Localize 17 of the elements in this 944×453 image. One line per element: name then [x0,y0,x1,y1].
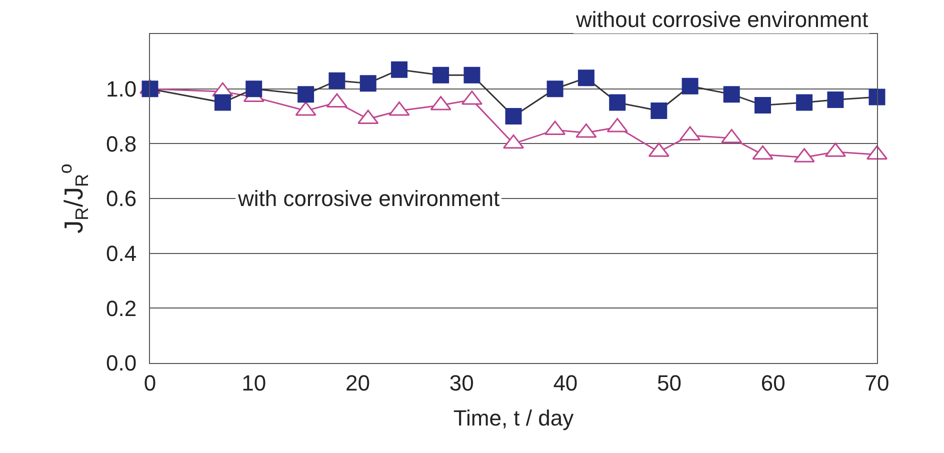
y-tick-label: 0.4 [106,241,137,266]
x-tick-label: 40 [553,370,578,396]
x-tick-label: 20 [345,370,370,396]
y-tick-label: 0.0 [106,350,137,376]
y-tick-label: 0.8 [106,131,137,156]
x-tick-label: 50 [657,370,682,396]
x-tick-label: 60 [760,370,786,396]
x-tick-label: 30 [449,370,474,396]
y-tick-label: 0.6 [106,186,137,212]
series-label: without corrosive environment [575,7,868,32]
x-axis-title: Time, t / day [453,405,574,430]
x-tick-label: 10 [242,370,266,396]
series-label: with corrosive environment [237,186,500,211]
x-tick-label: 70 [864,370,890,396]
x-tick-label: 0 [144,370,156,396]
y-tick-label: 0.2 [106,296,137,321]
y-tick-label: 1.0 [106,76,137,102]
